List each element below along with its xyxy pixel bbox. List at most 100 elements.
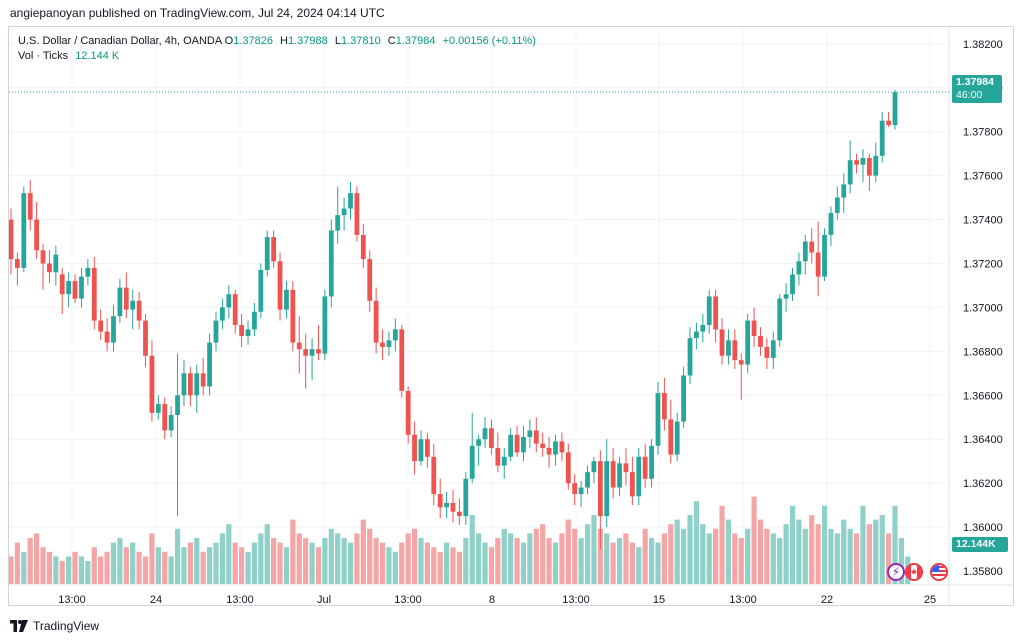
candle-body <box>834 197 840 213</box>
candle-body <box>572 483 578 495</box>
bolt-icon[interactable]: ⚡ <box>887 563 905 581</box>
volume-bar <box>834 533 840 584</box>
price-axis-label: 1.35800 <box>963 566 1003 578</box>
volume-bar <box>418 538 424 584</box>
time-axis-label: 25 <box>924 594 936 605</box>
volume-bar <box>341 538 347 584</box>
volume-bar <box>360 519 366 584</box>
us-flag-graphic <box>932 565 946 579</box>
candle-body <box>392 329 398 341</box>
volume-bar <box>610 542 616 584</box>
volume-bar <box>847 528 853 584</box>
candle-body <box>341 208 347 216</box>
candle-body <box>617 463 622 488</box>
candle-body <box>796 261 802 275</box>
candle-body <box>713 296 719 330</box>
candle-body <box>143 320 148 356</box>
volume-bar <box>405 533 411 584</box>
canada-flag-icon[interactable] <box>905 563 923 581</box>
legend-close-label: C <box>387 35 396 47</box>
candle-body <box>597 461 603 517</box>
volume-bar <box>520 542 527 584</box>
candle-body <box>386 340 392 347</box>
volume-bar <box>411 528 418 584</box>
candle-body <box>546 447 552 455</box>
volume-bar <box>437 551 443 584</box>
volume-bar <box>142 556 149 584</box>
price-axis-label: 1.36200 <box>963 478 1003 490</box>
volume-bar <box>239 547 245 584</box>
volume-bar <box>713 528 719 584</box>
volume-bar <box>873 519 879 584</box>
volume-bar <box>296 533 302 584</box>
volume-bar <box>258 533 264 584</box>
candle-body <box>559 441 565 453</box>
volume-bar <box>72 551 78 584</box>
candle-body <box>802 241 808 262</box>
candle-body <box>168 415 174 431</box>
candle-body <box>53 254 59 273</box>
volume-bar <box>431 547 437 584</box>
candle-body <box>578 487 584 495</box>
volume-bar <box>456 551 463 584</box>
volume-bar <box>315 547 322 584</box>
candle-body <box>636 456 642 497</box>
candle-body <box>200 373 206 387</box>
volume-bar <box>245 551 251 584</box>
candle-body <box>79 276 84 299</box>
candle-body <box>226 294 232 308</box>
candle-body <box>175 395 180 416</box>
volume-bar <box>117 538 123 584</box>
volume-bar <box>879 515 885 584</box>
candle-body <box>777 298 783 341</box>
candle-body <box>783 294 789 299</box>
candle-body <box>303 349 309 356</box>
volume-bar <box>623 533 629 584</box>
volume-bar <box>194 538 200 584</box>
candle-body <box>437 494 443 508</box>
volume-bar <box>85 561 91 584</box>
volume-bar <box>40 547 46 584</box>
candle-body <box>604 461 610 517</box>
candle-body <box>245 329 251 336</box>
volume-bar <box>14 542 21 584</box>
candle-body <box>296 342 302 350</box>
candle-body <box>155 404 161 413</box>
candle-body <box>770 340 776 358</box>
candle-body <box>591 461 597 473</box>
footer-brand[interactable]: TradingView <box>10 619 99 633</box>
volume-bar <box>636 547 642 584</box>
candle-body <box>719 329 725 356</box>
candle-body <box>194 373 200 396</box>
volume-bar <box>271 538 277 584</box>
candle-body <box>822 234 827 277</box>
volume-bar <box>9 556 14 584</box>
volume-bar <box>898 538 905 584</box>
time-axis-label: 15 <box>653 594 665 605</box>
candle-body <box>489 428 494 448</box>
volume-bar <box>892 505 898 584</box>
volume-bar <box>668 524 674 584</box>
candle-body <box>271 237 277 262</box>
volume-bar <box>732 533 738 584</box>
volume-bar <box>303 538 309 584</box>
candlestick-chart[interactable]: 1.382001.380001.378001.376001.374001.372… <box>9 27 1013 605</box>
candle-body <box>514 434 520 453</box>
candle-body <box>732 340 738 361</box>
volume-bar <box>809 515 815 584</box>
candle-body <box>91 267 97 321</box>
price-axis-label: 1.36400 <box>963 434 1003 446</box>
legend-close-value: 1.37984 <box>395 35 436 47</box>
candle-body <box>252 311 257 330</box>
volume-bar <box>597 528 603 584</box>
candle-body <box>72 281 78 299</box>
us-flag-icon[interactable] <box>930 563 948 581</box>
volume-bar <box>751 496 757 584</box>
tradingview-logo-icon <box>10 620 28 632</box>
candle-body <box>469 445 475 479</box>
volume-bar <box>648 538 655 584</box>
candle-body <box>149 355 155 413</box>
legend-volume-row: Vol · Ticks 12.144 K <box>18 49 540 64</box>
legend-volume-value: 12.144 K <box>75 50 120 62</box>
candle-body <box>687 338 693 376</box>
